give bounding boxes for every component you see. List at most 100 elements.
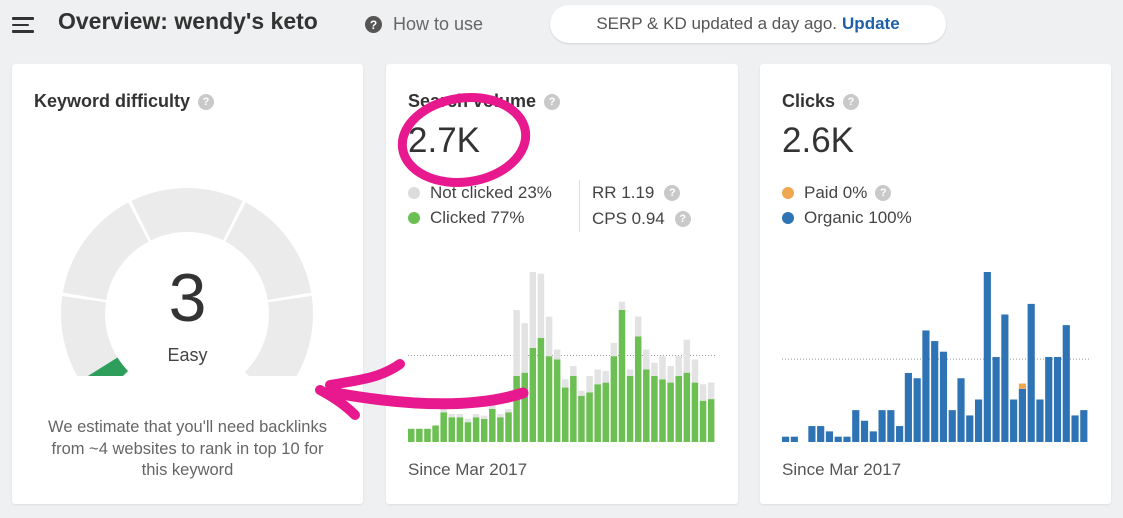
- not-clicked-dot-icon: [408, 186, 420, 199]
- clicks-since-label: Since Mar 2017: [782, 460, 902, 479]
- volume-bar-stack: [553, 349, 561, 360]
- volume-bar-stack: [594, 369, 601, 385]
- volume-bar-stack: [602, 371, 610, 383]
- help-icon: ?: [365, 16, 382, 33]
- gauge-segment-2: [62, 202, 149, 301]
- info-icon[interactable]: ?: [198, 93, 215, 110]
- volume-bar-stack: [513, 309, 520, 376]
- clicks-bar: [1062, 325, 1070, 442]
- volume-bar-stack: [562, 379, 569, 388]
- volume-bar: [489, 408, 496, 442]
- gauge-fill: [87, 357, 129, 376]
- volume-bar: [667, 382, 674, 442]
- info-icon[interactable]: ?: [674, 211, 691, 227]
- clicks-bar: [1001, 314, 1009, 442]
- volume-bar-stack: [472, 413, 480, 418]
- gauge-segment-5: [244, 296, 314, 376]
- volume-bar-stack: [626, 369, 634, 376]
- rr-label: RR 1.19: [592, 183, 655, 202]
- kd-description: We estimate that you'll need backlinks f…: [48, 418, 327, 479]
- volume-bar: [553, 359, 561, 442]
- volume-bar: [651, 375, 658, 442]
- clicks-bar: [878, 410, 886, 442]
- clicks-bar: [913, 378, 921, 442]
- volume-metrics: RR 1.19 ? CPS 0.94 ?: [579, 180, 691, 232]
- keyword-difficulty-card: Keyword difficulty ? 3 Easy We estimate …: [12, 64, 363, 504]
- volume-bar-stack: [691, 359, 699, 383]
- kd-card-title: Keyword difficulty ?: [34, 91, 215, 112]
- how-to-use-link[interactable]: ? How to use: [365, 14, 483, 35]
- volume-bar-stack: [675, 356, 682, 376]
- clicks-bar: [1053, 357, 1062, 442]
- volume-bar: [675, 375, 682, 442]
- volume-bar: [570, 375, 577, 442]
- clicks-bar: [931, 341, 939, 442]
- volume-bar-stack: [699, 384, 707, 401]
- info-icon[interactable]: ?: [875, 184, 892, 201]
- info-icon[interactable]: ?: [544, 93, 561, 110]
- volume-bar-stack: [464, 418, 472, 423]
- clicks-bar: [869, 431, 877, 442]
- cps-label: CPS 0.94: [592, 209, 665, 228]
- clicks-bar: [808, 426, 816, 442]
- volume-bar-stack: [537, 273, 545, 339]
- volume-bar: [416, 428, 423, 442]
- volume-bar-stack: [610, 342, 618, 357]
- volume-bar-stack: [578, 390, 585, 396]
- volume-bar-stack: [440, 408, 447, 413]
- clicks-bar: [896, 426, 904, 442]
- volume-bar-stack: [667, 366, 674, 383]
- volume-bar: [456, 417, 464, 442]
- volume-bar: [537, 338, 545, 442]
- info-icon[interactable]: ?: [843, 93, 860, 110]
- volume-bar: [432, 425, 439, 442]
- volume-bar-stack: [707, 382, 715, 400]
- volume-bar: [610, 356, 618, 442]
- clicks-bar: [825, 431, 834, 442]
- clicks-card: Clicks ? 2.6K Paid 0% ? Organic 100% Sin…: [760, 64, 1111, 504]
- clicks-bar: [983, 272, 991, 442]
- gauge-segment-1: [61, 296, 130, 376]
- volume-bar: [659, 379, 666, 442]
- volume-bar-stack: [643, 349, 650, 370]
- clicks-bar: [782, 436, 790, 442]
- update-link[interactable]: Update: [842, 14, 900, 33]
- volume-bar: [513, 375, 520, 442]
- volume-bar: [634, 336, 642, 442]
- clicked-dot-icon: [408, 211, 420, 224]
- info-icon[interactable]: ?: [664, 185, 681, 201]
- paid-label: Paid 0%: [804, 182, 868, 202]
- menu-icon[interactable]: [12, 17, 34, 33]
- clicks-bar: [843, 436, 851, 442]
- clicks-bar: [1010, 399, 1018, 442]
- volume-bar: [618, 309, 626, 442]
- serp-status-text: SERP & KD updated a day ago.: [596, 14, 838, 33]
- volume-bar-stack: [618, 301, 626, 310]
- kd-value: 3: [168, 260, 207, 336]
- clicks-bar-stack: [1018, 383, 1026, 389]
- volume-bar-stack: [586, 375, 593, 393]
- clicks-bar: [948, 410, 956, 442]
- volume-bar: [707, 399, 715, 442]
- rr-row: RR 1.19 ?: [592, 180, 691, 206]
- clicks-bar: [957, 378, 965, 442]
- volume-bar-stack: [480, 415, 488, 419]
- header: Overview: wendy's keto ? How to use SERP…: [0, 0, 1123, 52]
- clicks-bar: [790, 436, 798, 442]
- volume-bar-stack: [505, 408, 512, 413]
- clicks-chart: [782, 272, 1089, 442]
- clicks-bar: [974, 399, 983, 442]
- volume-bar: [626, 375, 634, 442]
- legend-clicked: Clicked 77%: [408, 205, 552, 230]
- clicks-bar: [1045, 357, 1053, 442]
- volume-bar-stack: [448, 413, 456, 418]
- clicks-bar: [852, 410, 860, 442]
- volume-bar: [448, 417, 456, 442]
- clicks-bar: [939, 351, 948, 442]
- cps-row: CPS 0.94 ?: [592, 206, 691, 232]
- search-volume-card: Search volume ? 2.7K Not clicked 23% Cli…: [386, 64, 738, 504]
- legend-paid: Paid 0% ?: [782, 180, 912, 205]
- clicks-legend: Paid 0% ? Organic 100%: [782, 180, 912, 230]
- kd-gauge: [61, 188, 314, 376]
- volume-bar-stack: [529, 272, 537, 348]
